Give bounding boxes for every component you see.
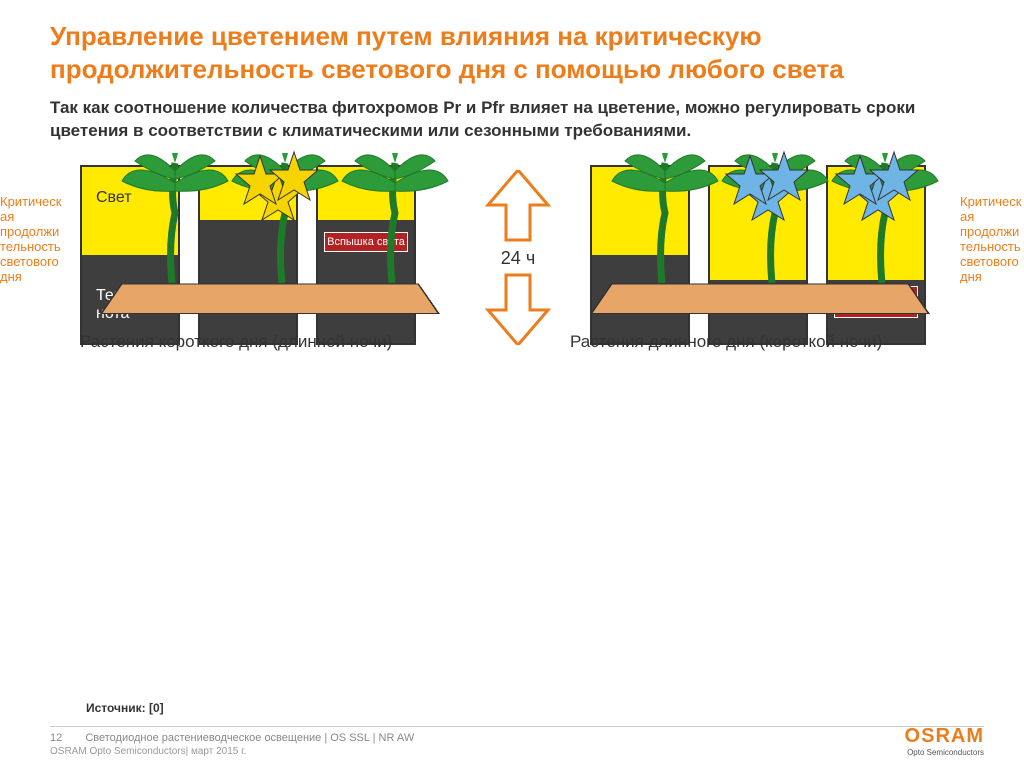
footer: 12 Светодиодное растениеводческое освеще… (0, 723, 1024, 767)
plants-diagram: Растения короткого дня (длинной ночи) Ра… (50, 370, 984, 610)
footer-text-1: Светодиодное растениеводческое освещение… (85, 732, 414, 744)
arrow-label: 24 ч (468, 248, 568, 269)
24h-arrow: 24 ч (468, 170, 568, 345)
page-title: Управление цветением путем влияния на кр… (50, 20, 984, 85)
plant (120, 153, 230, 288)
page-subtitle: Так как соотношение количества фитохромо… (50, 97, 984, 143)
flower-icon (266, 150, 322, 206)
flower-icon (866, 150, 922, 206)
critical-daylength-label-left: Критическая продолжительность светового … (0, 195, 62, 285)
footer-text-2: OSRAM Opto Semiconductors| март 2015 г. (50, 746, 984, 757)
flower-icon (756, 150, 812, 206)
logo-main: OSRAM (905, 725, 984, 748)
logo-sub: Opto Semiconductors (905, 748, 984, 757)
page-number: 12 (50, 732, 62, 744)
short-day-caption: Растения короткого дня (длинной ночи) (80, 332, 392, 352)
long-day-caption: Растения длинного дня (короткой ночи) (570, 332, 882, 352)
source-label: Источник: [0] (86, 701, 164, 715)
plant (340, 153, 450, 288)
osram-logo: OSRAM Opto Semiconductors (905, 725, 984, 757)
slide: Управление цветением путем влияния на кр… (0, 0, 1024, 767)
plant (610, 153, 720, 288)
critical-daylength-label-right: Критическая продолжительность светового … (960, 195, 1022, 285)
